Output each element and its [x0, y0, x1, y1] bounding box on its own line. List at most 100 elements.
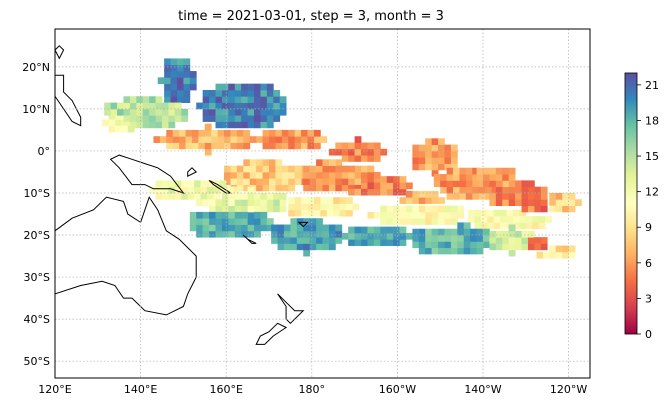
data-cell	[341, 232, 349, 240]
data-cell	[532, 222, 540, 230]
data-cell	[425, 228, 433, 236]
data-cell	[189, 71, 197, 78]
data-cell	[495, 186, 503, 194]
data-cell	[361, 182, 368, 190]
data-cell	[123, 115, 131, 122]
data-cell	[279, 192, 287, 200]
lon-tick-label: 160°W	[379, 383, 416, 396]
data-cell	[521, 230, 529, 238]
data-cell	[247, 211, 255, 219]
data-cell	[254, 121, 261, 129]
data-cell	[209, 211, 216, 219]
data-cell	[555, 199, 563, 207]
data-cell	[174, 180, 182, 188]
data-cell	[470, 247, 477, 255]
data-cell	[266, 89, 274, 97]
data-cell	[266, 199, 274, 207]
data-cell	[241, 115, 248, 122]
data-cell	[431, 163, 439, 171]
data-cell	[502, 167, 510, 175]
data-cell	[294, 171, 302, 179]
data-cell	[290, 243, 298, 251]
data-cell	[508, 180, 516, 188]
data-cell	[247, 218, 255, 225]
data-cell	[273, 108, 281, 116]
data-cell	[549, 245, 557, 253]
data-cell	[230, 142, 238, 150]
data-cell	[187, 180, 195, 188]
data-cell	[277, 224, 285, 232]
data-cell	[234, 205, 242, 213]
data-cell	[117, 108, 124, 116]
data-cell	[221, 205, 229, 213]
data-cell	[243, 184, 251, 192]
data-cell	[202, 89, 210, 97]
data-cell	[316, 224, 323, 232]
data-cell	[108, 119, 116, 127]
data-cell	[348, 239, 355, 246]
data-cell	[425, 218, 433, 225]
data-cell	[108, 113, 116, 120]
data-cell	[341, 184, 349, 192]
data-cell	[279, 205, 287, 213]
coast-new-zealand-north	[277, 293, 305, 325]
data-cell	[168, 102, 176, 110]
data-cell	[211, 142, 219, 150]
data-cell	[453, 192, 460, 200]
data-cell	[538, 222, 546, 230]
data-cell	[176, 83, 184, 91]
data-cell	[508, 249, 516, 257]
data-cell	[221, 224, 229, 232]
data-cell	[221, 102, 229, 110]
data-cell	[194, 192, 201, 200]
data-cell	[412, 144, 420, 152]
data-cell	[313, 129, 321, 137]
data-cell	[228, 102, 236, 110]
data-cell	[341, 165, 349, 173]
data-cell	[142, 121, 150, 129]
data-cell	[228, 230, 236, 238]
data-cell	[179, 136, 186, 143]
data-cell	[136, 115, 144, 122]
data-cell	[283, 243, 291, 251]
data-cell	[326, 197, 334, 204]
data-cell	[241, 218, 248, 225]
data-cell	[527, 237, 535, 244]
data-cell	[215, 199, 223, 207]
data-cell	[296, 224, 304, 232]
lat-tick-label: 10°S	[24, 187, 50, 200]
coast-australia	[55, 196, 197, 316]
data-cell	[418, 163, 426, 171]
data-cell	[521, 192, 529, 200]
data-cell	[221, 218, 229, 225]
data-cell	[316, 171, 323, 179]
data-cell	[412, 197, 420, 204]
data-cell	[206, 180, 214, 188]
data-cell	[453, 180, 460, 188]
data-cell	[303, 243, 311, 251]
data-cell	[262, 136, 270, 143]
data-cell	[361, 226, 368, 234]
data-cell	[316, 165, 323, 173]
data-cell	[393, 182, 400, 190]
data-cell	[269, 165, 276, 173]
data-cell	[361, 165, 368, 173]
data-cell	[303, 184, 311, 192]
data-cell	[155, 102, 163, 110]
data-cell	[446, 180, 454, 188]
data-cell	[309, 243, 317, 251]
data-cell	[189, 218, 197, 225]
data-cell	[386, 176, 394, 183]
data-cell	[341, 178, 349, 185]
data-cell	[534, 186, 542, 194]
data-cell	[534, 243, 542, 251]
data-cell	[275, 142, 283, 150]
data-cell	[142, 115, 150, 122]
data-cell	[418, 241, 426, 249]
data-cell	[521, 237, 529, 244]
data-cell	[418, 197, 426, 204]
data-cell	[230, 165, 238, 173]
data-cell	[380, 211, 388, 219]
data-cell	[164, 89, 171, 97]
data-cell	[241, 224, 248, 232]
